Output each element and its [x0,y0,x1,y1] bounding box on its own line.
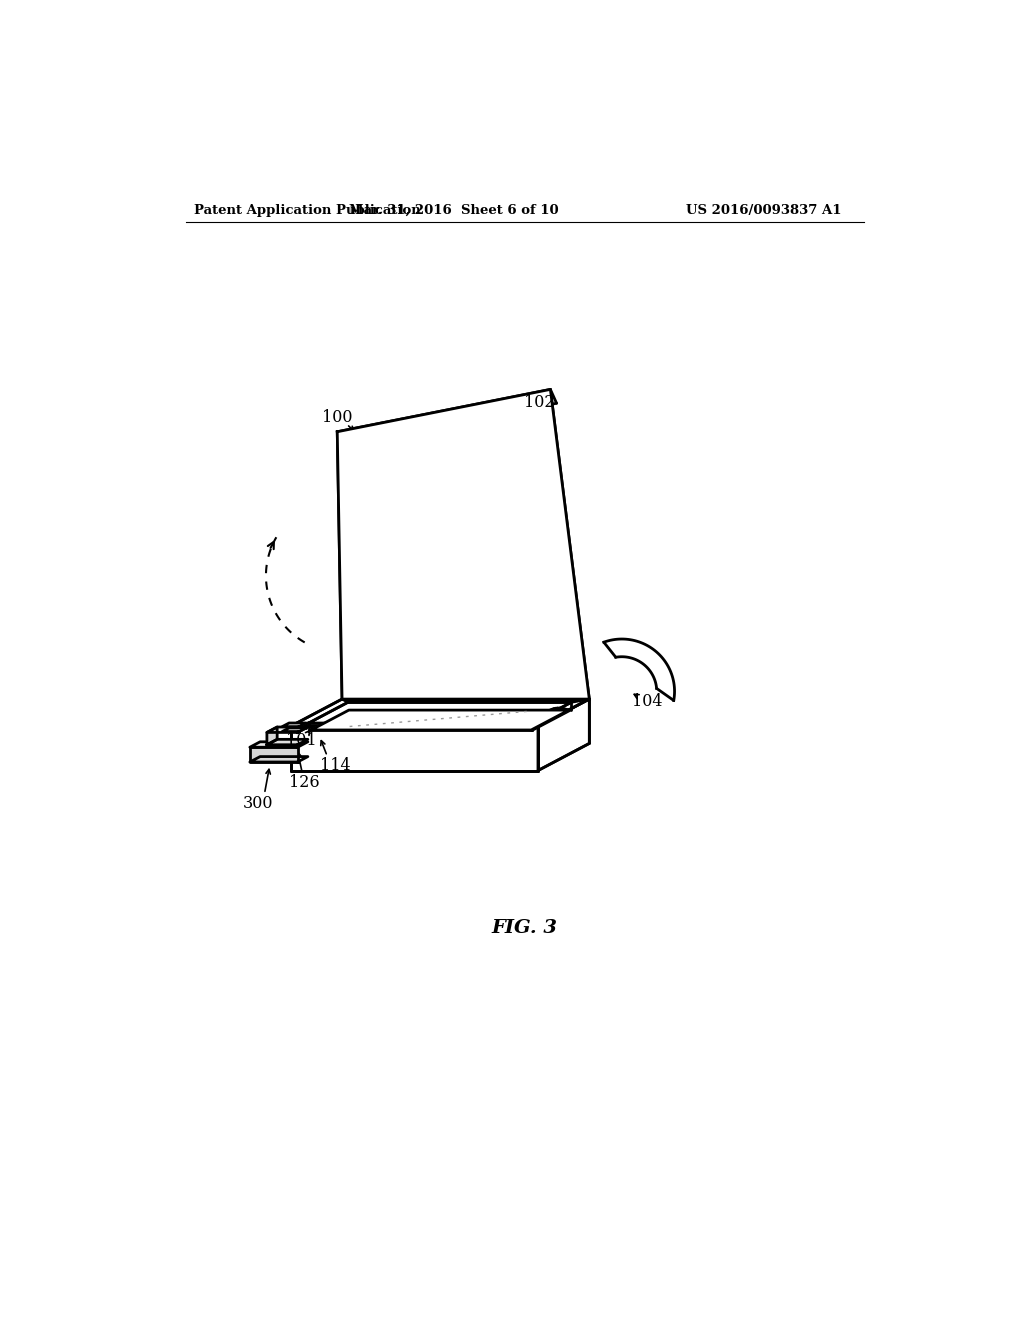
Text: 114: 114 [319,758,350,774]
Polygon shape [291,700,589,726]
Text: Mar. 31, 2016  Sheet 6 of 10: Mar. 31, 2016 Sheet 6 of 10 [349,205,558,218]
Polygon shape [267,739,308,744]
Polygon shape [250,747,298,762]
Polygon shape [311,710,568,730]
Polygon shape [283,723,306,726]
Polygon shape [250,756,308,762]
Text: 300: 300 [243,795,273,812]
Text: Patent Application Publication: Patent Application Publication [194,205,421,218]
Polygon shape [267,727,278,744]
Polygon shape [250,742,308,747]
Text: 101: 101 [286,731,316,748]
Polygon shape [337,389,589,700]
Polygon shape [283,727,306,731]
Text: 126: 126 [289,774,319,791]
Text: FIG. 3: FIG. 3 [492,920,558,937]
Text: 102: 102 [523,393,554,411]
Text: 100: 100 [322,409,352,426]
Text: 104: 104 [632,693,663,710]
Polygon shape [291,726,538,771]
Polygon shape [267,727,308,733]
Polygon shape [538,700,589,771]
Text: US 2016/0093837 A1: US 2016/0093837 A1 [686,205,842,218]
Polygon shape [308,702,571,723]
